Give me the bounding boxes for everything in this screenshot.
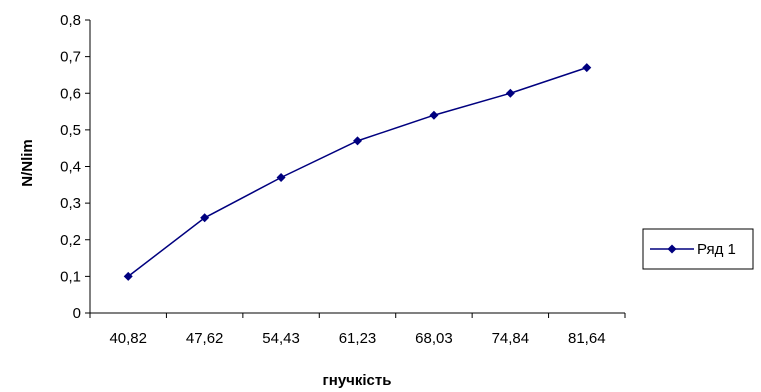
y-tick-label: 0,7 <box>60 49 81 66</box>
y-tick-label: 0,1 <box>60 268 81 285</box>
y-tick-label: 0,3 <box>60 195 81 212</box>
legend-marker <box>667 244 677 254</box>
x-tick-label: 40,82 <box>109 330 147 347</box>
data-point <box>353 136 362 146</box>
y-tick-label: 0,4 <box>60 159 81 176</box>
data-point <box>276 172 286 182</box>
x-axis: 40,82 47,62 54,43 61,23 68,03 74,84 81,64 <box>89 312 626 347</box>
legend: Ряд 1 <box>642 228 754 270</box>
data-point <box>505 88 515 98</box>
y-tick-label: 0,5 <box>60 122 81 139</box>
y-tick-label: 0,8 <box>60 12 81 29</box>
x-tick-label: 74,84 <box>492 330 530 347</box>
data-point <box>582 63 592 73</box>
series-line-1 <box>127 66 588 277</box>
series-layer <box>123 63 592 281</box>
data-point <box>429 110 439 120</box>
x-tick-label: 81,64 <box>568 330 606 347</box>
x-tick-label: 54,43 <box>262 330 300 347</box>
data-point <box>200 213 210 223</box>
x-axis-label: гнучкість <box>323 372 392 389</box>
y-tick-label: 0,6 <box>60 85 81 102</box>
y-tick-label: 0 <box>73 305 81 322</box>
legend-label-series-1: Ряд 1 <box>697 241 736 258</box>
x-tick-label: 68,03 <box>415 330 453 347</box>
x-tick-label: 47,62 <box>186 330 224 347</box>
y-tick-label: 0,2 <box>60 232 81 249</box>
data-point <box>123 271 133 281</box>
y-axis: 0 0,1 0,2 0,3 0,4 0,5 0,6 0,7 0,8 <box>60 12 91 322</box>
x-tick-label: 61,23 <box>339 330 377 347</box>
y-axis-label: N/Nlim <box>19 139 36 187</box>
